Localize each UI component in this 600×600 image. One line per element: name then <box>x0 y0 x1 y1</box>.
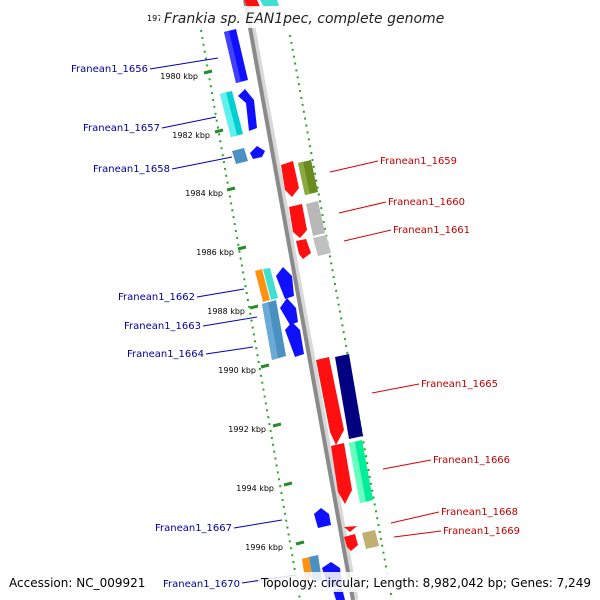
inner-dotted-track <box>289 34 393 600</box>
gene-label[interactable]: Franean1_1666 <box>433 455 510 466</box>
gene-feature-1663-blue[interactable] <box>280 298 298 325</box>
gene-feature-1659-olive-shade <box>298 162 310 195</box>
genome-backbone <box>243 0 355 600</box>
gene-feature-1664-blue[interactable] <box>285 322 304 357</box>
tick-mark <box>226 186 236 192</box>
gene-label[interactable]: Franean1_1670 <box>163 579 240 590</box>
gene-label[interactable]: Franean1_1665 <box>421 379 498 390</box>
gene-feature-1661-red[interactable] <box>296 239 311 259</box>
gene-label[interactable]: Franean1_1658 <box>93 164 170 175</box>
gene-feature-1659-red[interactable] <box>281 161 299 197</box>
gene-feature-1665-red[interactable] <box>316 357 344 445</box>
gene-feature-1667-blue[interactable] <box>314 508 331 528</box>
tick-mark <box>283 481 293 487</box>
title-backdrop <box>160 6 440 28</box>
gene-feature-1662-blue[interactable] <box>276 267 294 299</box>
topology-text: Topology: circular; Length: 8,982,042 bp… <box>260 576 591 590</box>
gene-label[interactable]: Franean1_1668 <box>441 507 518 518</box>
gene-feature-1661-gray[interactable] <box>313 235 331 256</box>
gene-label[interactable]: Franean1_1663 <box>124 321 201 332</box>
tick-label: 1982 kbp <box>172 131 210 140</box>
gene-feature-1658-blue[interactable] <box>250 146 265 159</box>
gene-label[interactable]: Franean1_1656 <box>71 64 148 75</box>
gene-feature-1666-red[interactable] <box>331 443 352 504</box>
gene-feature-1662-orange[interactable] <box>255 269 270 302</box>
gene-label[interactable]: Franean1_1662 <box>118 292 195 303</box>
tick-label: 1992 kbp <box>228 425 266 434</box>
tick-mark <box>260 363 270 369</box>
gene-labels-left: Franean1_1656 Franean1_1657 Franean1_165… <box>71 64 232 534</box>
reverse-strand-features <box>281 160 379 600</box>
gene-feature-1657-blue[interactable] <box>238 89 257 131</box>
gene-feature-1656-shade <box>224 31 241 83</box>
footer-backdrop-left <box>4 572 150 592</box>
tick-labels: 1980 kbp 1982 kbp 1984 kbp 1986 kbp 1988… <box>160 72 283 552</box>
leader-lines-right <box>329 160 442 538</box>
tick-mark <box>203 69 213 75</box>
gene-feature-1665-navy[interactable] <box>335 354 363 439</box>
gene-feature-1660-red[interactable] <box>289 204 307 238</box>
tick-label: 1984 kbp <box>185 189 223 198</box>
gene-label[interactable]: Franean1_1657 <box>83 123 160 134</box>
tick-mark <box>237 245 247 251</box>
tick-marks <box>203 69 305 546</box>
gene-labels-right: Franean1_1659 Franean1_1660 Franean1_166… <box>380 156 520 537</box>
genome-title: Frankia sp. EAN1pec, complete genome <box>164 11 444 27</box>
gene-feature-1658-steel[interactable] <box>232 148 248 164</box>
gene-feature-1657-cyan-shade <box>220 92 237 137</box>
tick-label: 1988 kbp <box>207 307 245 316</box>
footer-backdrop-right <box>258 572 596 592</box>
gene-label[interactable]: Franean1_1661 <box>393 225 470 236</box>
gene-feature-1663-steel-shade <box>262 302 278 360</box>
gene-feature-1662-cyan[interactable] <box>263 268 278 300</box>
gene-feature-1668-red[interactable] <box>344 526 357 532</box>
gene-label[interactable]: Franean1_1659 <box>380 156 457 167</box>
gene-feature-1669-tan[interactable] <box>362 530 379 549</box>
tick-label: 1994 kbp <box>236 484 274 493</box>
tick-mark <box>249 304 259 310</box>
tick-mark <box>272 422 282 428</box>
tick-label: 1990 kbp <box>218 366 256 375</box>
accession-text: Accession: NC_009921 <box>9 576 145 590</box>
gene-feature-1669-red[interactable] <box>344 534 358 551</box>
tick-label: 1996 kbp <box>245 543 283 552</box>
tick-label: 1986 kbp <box>196 248 234 257</box>
gene-label[interactable]: Franean1_1660 <box>388 197 465 208</box>
tick-mark <box>295 540 305 546</box>
gene-feature-1660-gray[interactable] <box>306 201 325 236</box>
forward-strand-features <box>220 0 304 360</box>
tick-mark <box>214 128 224 134</box>
gene-feature-top-teal[interactable] <box>260 0 279 7</box>
gene-feature-1666-green-shade <box>349 442 366 503</box>
gene-label[interactable]: Franean1_1667 <box>155 523 232 534</box>
tick-label: 1980 kbp <box>160 72 198 81</box>
gene-label[interactable]: Franean1_1669 <box>443 526 520 537</box>
tick-label-partial: 197 <box>147 14 162 23</box>
gene-label[interactable]: Franean1_1664 <box>127 349 204 360</box>
